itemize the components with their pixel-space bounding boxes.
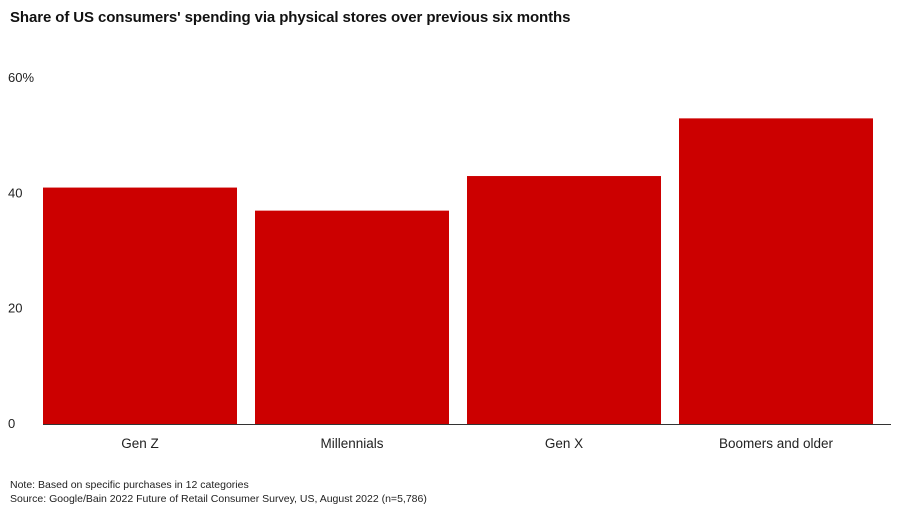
bar	[43, 187, 237, 424]
x-category-label: Gen X	[545, 436, 583, 451]
y-axis-ticks: 0 20 40 60%	[8, 70, 34, 431]
chart-note: Note: Based on specific purchases in 12 …	[10, 479, 249, 491]
x-category-label: Boomers and older	[719, 436, 834, 451]
x-category-label: Millennials	[320, 436, 383, 451]
y-tick-label: 20	[8, 301, 22, 316]
y-tick-label: 0	[8, 416, 15, 431]
y-tick-label: 40	[8, 185, 22, 200]
bar	[467, 176, 661, 424]
y-tick-label: 60%	[8, 70, 34, 85]
bar	[679, 118, 873, 424]
chart-source: Source: Google/Bain 2022 Future of Retai…	[10, 493, 427, 505]
bars	[43, 118, 873, 424]
x-axis-categories: Gen Z Millennials Gen X Boomers and older	[121, 436, 833, 451]
chart-title: Share of US consumers' spending via phys…	[10, 9, 571, 26]
bar	[255, 210, 449, 424]
x-category-label: Gen Z	[121, 436, 159, 451]
